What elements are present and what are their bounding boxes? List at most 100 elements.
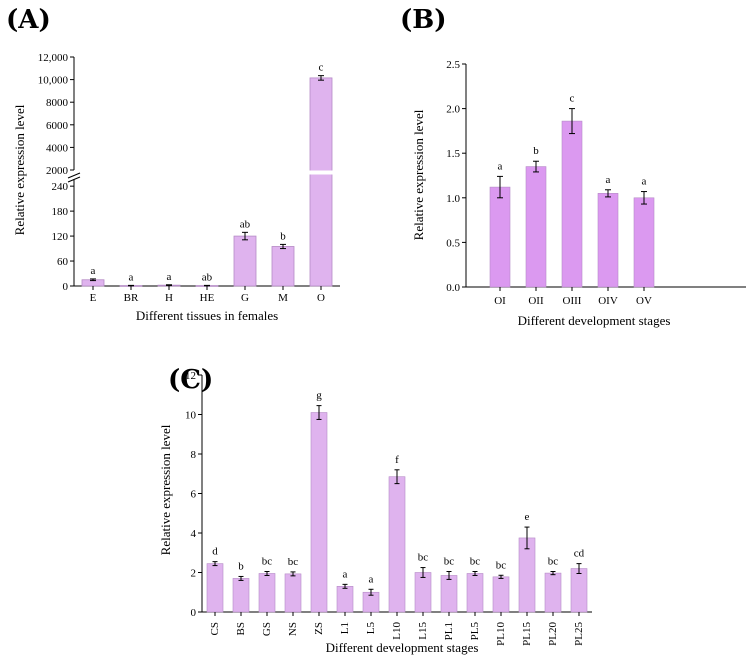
panel-a-x-tick-label: M [278,292,288,304]
panel-c-significance-letter: b [238,560,244,572]
panel-c-bar-CS [206,563,224,613]
panel-b-bar-OV [633,197,655,288]
panel-a-x-tick-label: O [317,292,325,304]
panel-c-y-axis-label: Relative expression level [158,424,173,555]
panel-c-y-tick-label: 6 [191,489,197,501]
panel-a-y-tick-label: 60 [57,256,69,268]
panel-c-significance-letter: a [343,568,348,580]
panel-c-x-tick-label: L15 [417,622,429,640]
panel-c-y-tick-label: 4 [191,528,197,540]
panel-a-x-axis-label: Different tissues in females [136,308,278,323]
panel-a-significance-letter: c [319,62,324,74]
panel-b-y-tick-label: 2.0 [446,104,460,116]
panel-c-significance-letter: f [395,454,399,466]
panel-a-y-tick-label: 2000 [46,165,69,177]
panel-a-y-tick-label: 12,000 [38,52,69,64]
panel-c-significance-letter: bc [548,556,559,568]
panel-a-y-tick-label: 120 [52,231,69,243]
panel-c-x-tick-label: PL1 [443,622,455,640]
panel-a-y-tick-label: 8000 [46,97,69,109]
panel-b-y-tick-label: 0.5 [446,237,460,249]
panel-b-bar-OI [489,186,511,288]
panel-a-x-tick-label: HE [200,292,215,304]
panel-c-significance-letter: bc [418,552,429,564]
panel-c-x-tick-label: ZS [313,622,325,635]
panel-b-significance-letter: c [570,93,575,105]
panel-c-y-tick-label: 0 [191,607,197,619]
panel-a-y-axis-label: Relative expression level [12,104,27,235]
panel-a-significance-letter: ab [240,218,251,230]
panel-b-x-tick-label: OI [494,295,506,307]
panel-c-x-tick-label: BS [235,622,247,635]
panel-c-x-tick-label: GS [261,622,273,636]
panel-c-y-tick-label: 10 [185,410,197,422]
panel-a-x-tick-label: BR [124,292,139,304]
panel-b-x-tick-label: OV [636,295,652,307]
panel-b-significance-letter: a [606,174,611,186]
panel-c-bar-GS [258,573,276,613]
panel-c-x-tick-label: L1 [339,622,351,634]
panel-b-significance-letter: a [642,176,647,188]
panel-c-x-tick-label: L10 [391,622,403,640]
panel-b-y-tick-label: 1.0 [446,193,460,205]
panel-a-axis-break-mark-2 [67,176,81,183]
panel-c-x-tick-label: PL10 [495,622,507,646]
panel-b-y-tick-label: 1.5 [446,148,460,160]
panel-c-bar-PL20 [544,572,562,613]
panel-c-significance-letter: bc [496,559,507,571]
panel-c-significance-letter: bc [262,556,273,568]
panel-c-significance-letter: bc [288,556,299,568]
panel-b-y-axis-label: Relative expression level [411,109,426,240]
panel-c-significance-letter: d [212,546,218,558]
panel-a: (A) Relative expression level Different … [6,5,340,323]
panel-c-significance-letter: g [316,390,322,402]
panel-b-letter: (B) [400,5,447,35]
panel-a-significance-letter: a [129,271,134,283]
panel-c-x-tick-label: NS [287,622,299,636]
panel-b-bar-OII [525,166,547,288]
panel-a-y-tick-label: 0 [63,281,69,293]
panel-c-bar-L15 [414,572,432,613]
panel-b-bar-OIII [561,120,583,288]
panel-b-bar-OIV [597,193,619,288]
panel-c-y-tick-label: 12 [185,370,196,382]
panel-a-axis-break-mark-1 [67,172,81,179]
panel-c-significance-letter: e [525,511,530,523]
panel-a-significance-letter: ab [202,271,213,283]
panel-a-y-tick-label: 4000 [46,142,69,154]
panel-c-bar-BS [232,578,250,613]
panel-c-bar-L10 [388,476,406,613]
panel-c-x-tick-label: PL20 [547,622,559,646]
panel-a-significance-letter: a [91,265,96,277]
panel-c-bar-PL10 [492,576,510,613]
panel-b-x-tick-label: OIII [563,295,582,307]
panel-a-significance-letter: b [280,230,286,242]
panel-c-x-tick-label: CS [209,622,221,635]
panel-c-letter: (C) [168,365,213,395]
panel-a-bar-O [309,77,333,287]
panel-a-bar-G [233,235,257,287]
panel-a-x-tick-label: H [165,292,173,304]
panel-b-x-tick-label: OII [528,295,544,307]
panel-c-x-axis-label: Different development stages [326,640,479,655]
panel-b-x-tick-label: OIV [598,295,618,307]
panel-c-significance-letter: bc [470,556,481,568]
panel-a-letter: (A) [6,5,51,35]
panel-a-y-tick-label: 10,000 [38,75,69,87]
panel-c: (C) Relative expression level Different … [158,365,592,655]
panel-b-significance-letter: b [533,145,539,157]
panel-c-significance-letter: bc [444,556,455,568]
panel-c-bar-NS [284,573,302,613]
panel-c-y-tick-label: 8 [191,449,197,461]
panel-c-bar-PL1 [440,575,458,613]
panel-c-x-tick-label: PL5 [469,622,481,641]
panel-b-significance-letter: a [498,160,503,172]
panel-b: (B) Relative expression level Different … [400,5,746,328]
panel-c-bar-PL25 [570,568,588,613]
panel-c-significance-letter: cd [574,548,585,560]
panel-c-bar-PL5 [466,573,484,613]
panel-a-y-tick-label: 240 [52,181,69,193]
panel-a-x-tick-label: G [241,292,249,304]
panel-b-y-tick-label: 0.0 [446,282,460,294]
